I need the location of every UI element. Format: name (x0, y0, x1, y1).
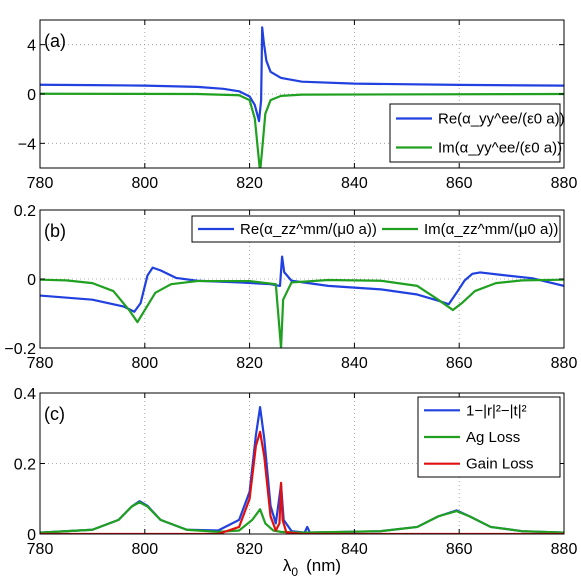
x-axis-title-unit: (nm) (306, 556, 341, 575)
x-tick-label: 860 (446, 541, 473, 558)
panel-b-plot-area (40, 255, 564, 348)
panel-c: 780 800 820 840 860 880 0 0.2 0.4 (c) 1−|r|²−|t|… (14, 386, 578, 558)
x-tick-label: 820 (236, 175, 263, 192)
panel-b-legend-box (191, 215, 561, 243)
x-tick-label: 780 (27, 355, 54, 372)
panel-a-legend: Re(α_yy^ee/(ε0 a)) Im(α_yy^ee/(ε0 a)) (389, 103, 565, 163)
series-line-b-1 (40, 278, 564, 348)
panel-b-ticks: 780 800 820 840 860 880 −0.2 0 0.2 (4, 203, 577, 372)
y-tick-label: −0.2 (4, 341, 36, 358)
panel-b-label: (b) (44, 221, 66, 241)
series-line-a-1 (40, 92, 564, 168)
y-tick-label: 0 (27, 527, 36, 544)
x-tick-label: 840 (341, 175, 368, 192)
x-tick-label: 860 (446, 355, 473, 372)
series-line-c-2 (40, 430, 564, 534)
y-tick-label: 0 (27, 87, 36, 104)
x-tick-label: 840 (341, 541, 368, 558)
x-axis-title: λ0 (nm) (283, 556, 341, 579)
panel-c-label: (c) (44, 404, 65, 424)
series-line-c-1 (40, 501, 564, 534)
y-tick-label: −4 (18, 136, 36, 153)
panel-b: 780 800 820 840 860 880 −0.2 0 0.2 (b) Re(α_zz^m… (4, 203, 577, 372)
x-tick-label: 820 (236, 355, 263, 372)
y-tick-label: 0.2 (14, 457, 36, 474)
legend-label-re-alpha-yy-ee: Re(α_yy^ee/(ε0 a)) (438, 111, 565, 128)
y-tick-label: 0 (27, 272, 36, 289)
panel-a-ticks: 780 800 820 840 860 880 −4 0 4 (18, 20, 578, 192)
panel-b-grid (40, 210, 564, 348)
panel-c-plot-area (40, 406, 564, 534)
panel-a: 780 800 820 840 860 880 −4 0 4 (a) Re(α_yy^ee/(ε… (18, 19, 578, 192)
series-line-a-0 (40, 26, 564, 123)
panel-a-legend-box (389, 103, 561, 163)
x-tick-label: 880 (551, 175, 578, 192)
x-axis-title-symbol: λ (283, 556, 292, 575)
legend-label-re-alpha-zz-mm: Re(α_zz^mm/(μ0 a)) (240, 221, 377, 238)
x-tick-label: 800 (131, 175, 158, 192)
legend-label-im-alpha-yy-ee: Im(α_yy^ee/(ε0 a)) (438, 140, 562, 157)
legend-label-gain-loss: Gain Loss (466, 456, 534, 473)
x-tick-label: 780 (27, 175, 54, 192)
x-tick-label: 880 (551, 355, 578, 372)
x-tick-label: 880 (551, 541, 578, 558)
panel-c-ticks: 780 800 820 840 860 880 0 0.2 0.4 (14, 386, 578, 558)
legend-label-im-alpha-zz-mm: Im(α_zz^mm/(μ0 a)) (424, 221, 558, 238)
x-tick-label: 780 (27, 541, 54, 558)
series-line-b-0 (40, 255, 564, 313)
x-tick-label: 840 (341, 355, 368, 372)
panel-a-label: (a) (44, 31, 66, 51)
x-tick-label: 820 (236, 541, 263, 558)
legend-label-absorption: 1−|r|²−|t|² (466, 402, 527, 419)
panel-a-plot-area (40, 26, 564, 168)
x-tick-label: 800 (131, 541, 158, 558)
x-axis-title-subscript: 0 (291, 565, 298, 579)
y-tick-label: 4 (27, 38, 36, 55)
x-tick-label: 800 (131, 355, 158, 372)
y-tick-label: 0.2 (14, 203, 36, 220)
panel-c-legend: 1−|r|²−|t|² Ag Loss Gain Loss (417, 396, 561, 478)
y-tick-label: 0.4 (14, 386, 36, 403)
panel-b-legend: Re(α_zz^mm/(μ0 a)) Im(α_zz^mm/(μ0 a)) (191, 215, 561, 243)
x-tick-label: 860 (446, 175, 473, 192)
legend-label-ag-loss: Ag Loss (466, 429, 520, 446)
